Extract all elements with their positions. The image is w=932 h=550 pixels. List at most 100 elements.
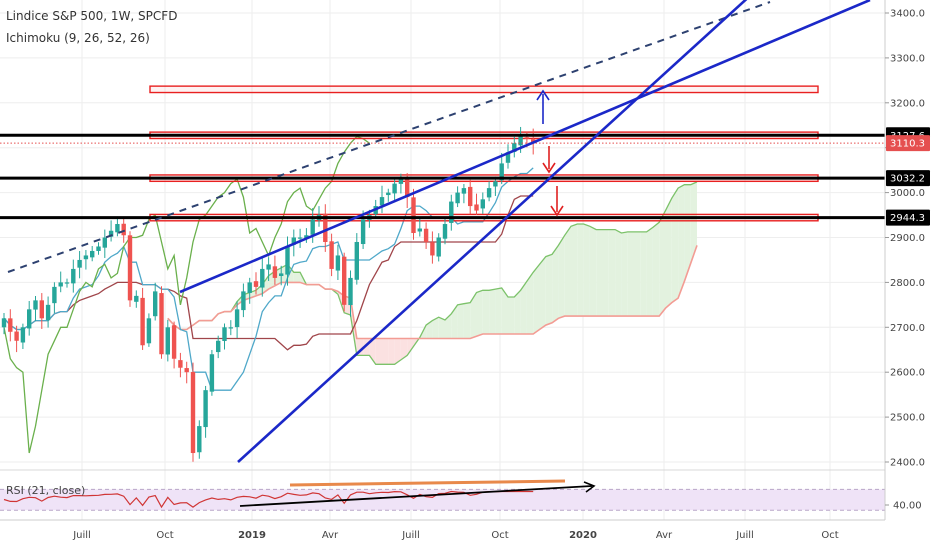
kumo-segment [589, 226, 597, 317]
kumo-segment [501, 288, 508, 335]
candle-body [247, 282, 252, 293]
kumo-segment [564, 226, 571, 317]
rsi-tick-label: 40.00 [893, 501, 922, 512]
price-tag [886, 209, 930, 226]
candle-body [398, 179, 404, 184]
time-tick-label: Juill [72, 530, 91, 541]
candle-body [411, 197, 416, 234]
candle-body [417, 228, 422, 232]
candle-body [260, 268, 265, 288]
time-tick-label: Juill [735, 530, 754, 541]
price-tick-label: 2400.0 [890, 458, 925, 469]
candle-body [386, 192, 391, 196]
candle-body [480, 199, 485, 209]
price-tag [886, 135, 930, 152]
kumo-segment [545, 254, 553, 326]
kumo-segment [659, 210, 666, 317]
candle-body [486, 188, 492, 198]
chikou-span [3, 135, 370, 454]
candle-body [178, 360, 183, 368]
time-tick-label: Avr [322, 530, 339, 541]
kumo-segment [445, 313, 452, 339]
candle-body [71, 268, 76, 284]
candle-body [379, 197, 385, 206]
candle-body [20, 327, 26, 343]
kumo-segment [640, 231, 647, 317]
candle-body [461, 188, 467, 194]
rsi-line [3, 490, 534, 509]
candle-body [348, 277, 353, 306]
kumo-segment [482, 290, 490, 335]
price-tick-label: 3000.0 [890, 188, 925, 199]
candle-body [96, 246, 101, 251]
kumo-segment [470, 292, 477, 339]
candle-body [253, 281, 259, 287]
candle-body [304, 235, 309, 239]
kumo-segment [533, 264, 540, 335]
price-axis[interactable]: 3400.03300.03200.03100.03000.02900.02800… [884, 0, 932, 550]
price-tick-label: 3200.0 [890, 98, 925, 109]
candle-body [165, 327, 170, 355]
candle-body [505, 152, 511, 163]
target-arrow-down-head [550, 205, 564, 217]
time-tick-label: Oct [491, 530, 508, 541]
kumo-segment [627, 231, 634, 317]
kumo-segment [552, 245, 559, 323]
rsi-divergence-trendline [239, 485, 593, 507]
candle-body [228, 327, 233, 329]
channel-upper-trendline [179, 0, 871, 294]
kumo-segment [690, 181, 697, 264]
price-tick-label: 2900.0 [890, 233, 925, 244]
candle-body [14, 331, 19, 341]
kumo-segment [671, 188, 679, 303]
candle-body [360, 219, 366, 245]
price-candles [1, 126, 536, 462]
candle-body [102, 237, 107, 248]
kumo-segment [514, 290, 521, 335]
candle-body [279, 273, 284, 276]
kumo-segment [388, 338, 395, 365]
kumo-segment [646, 227, 653, 317]
candle-body [90, 250, 95, 258]
kumo-segment [596, 229, 603, 317]
rsi-resistance-line [289, 479, 566, 487]
price-tick-label: 2500.0 [890, 413, 925, 424]
candle-body [423, 228, 429, 242]
candle-body [335, 255, 341, 271]
kumo-segment [457, 303, 464, 339]
candle-body [134, 295, 139, 302]
price-tag [886, 170, 930, 187]
kumo-segment [608, 229, 616, 317]
time-tick-label: Oct [156, 530, 173, 541]
rsi-divergence-arrow-head [583, 481, 596, 493]
candle-body [297, 237, 303, 239]
kumo-segment [432, 317, 439, 339]
price-tick-label: 2600.0 [890, 368, 925, 379]
candle-body [8, 318, 13, 332]
resistance-zone [149, 85, 819, 94]
candle-body [52, 286, 57, 304]
candle-body [146, 318, 152, 344]
time-tick-label: Oct [821, 530, 838, 541]
kumo-segment [375, 338, 382, 365]
candle-body [468, 186, 473, 207]
time-tick-label: Avr [656, 530, 673, 541]
candle-body [512, 143, 517, 152]
kumo-segment [262, 275, 269, 294]
kumo-segment [476, 290, 483, 337]
ichimoku-legend: Ichimoku (9, 26, 52, 26) [6, 31, 150, 45]
kumo-segment [665, 198, 672, 309]
time-axis[interactable]: Juill Oct 2019 Avr Juill Oct 2020 Avr Juill Oct [0, 519, 885, 541]
dashed-trendline [7, 1, 771, 273]
candle-body [342, 256, 347, 305]
price-tick-label: 3400.0 [890, 9, 925, 20]
candle-body [430, 242, 435, 256]
candle-body [140, 297, 145, 346]
candle-body [159, 293, 164, 355]
candle-body [39, 300, 44, 319]
kumo-segment [526, 272, 534, 335]
target-arrow-down-head [542, 162, 556, 174]
candle-body [474, 204, 479, 211]
